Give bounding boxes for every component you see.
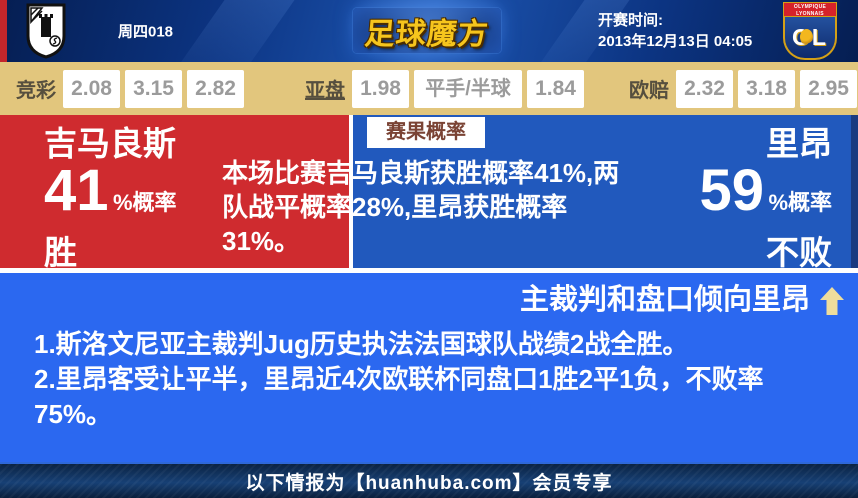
- summary-line: 队战平概率28%,里昂获胜概率: [222, 192, 568, 222]
- odds-value: 2.95: [800, 69, 857, 108]
- away-crest-banner: OLYMPIQUE LYONNAIS: [783, 2, 837, 17]
- home-team-name: 吉马良斯: [44, 125, 176, 162]
- footer-text: 以下情报为【huanhuba.com】会员专享: [245, 472, 613, 494]
- header-streak: [168, 0, 302, 62]
- away-probability-block: 里昂 59 %概率 不败: [699, 124, 832, 273]
- home-team-crest-icon: [26, 3, 66, 59]
- home-probability-panel: [0, 115, 353, 268]
- footer-bar: 以下情报为【huanhuba.com】会员专享: [0, 462, 858, 498]
- lion-icon: [800, 29, 813, 45]
- odds-value: 1.84: [527, 69, 584, 108]
- away-probability-unit: %概率: [768, 190, 832, 215]
- analysis-line: 1.斯洛文尼亚主裁判Jug历史执法法国球队战绩2战全胜。: [34, 329, 689, 359]
- analysis-line: 2.里昂客受让平半，里昂近4次欧联杯同盘口1胜2平1负，不败率: [34, 364, 764, 394]
- site-logo: 足球魔方: [338, 0, 518, 62]
- home-probability-value: 41: [44, 158, 109, 223]
- odds-label-oupei: 欧赔: [629, 80, 669, 102]
- odds-value: 2.82: [187, 69, 244, 108]
- home-probability-unit: %概率: [112, 190, 177, 215]
- odds-label-yapan[interactable]: 亚盘: [305, 80, 345, 102]
- analysis-headline: 主裁判和盘口倾向里昂: [519, 284, 810, 316]
- left-red-stripe: [0, 0, 7, 62]
- odds-group-oupei: 欧赔 2.32 3.18 2.95: [629, 69, 858, 108]
- odds-value: 2.08: [63, 69, 120, 108]
- site-logo-text: 足球魔方: [363, 17, 491, 51]
- result-probability-tag: 赛果概率: [367, 117, 485, 148]
- analysis-line: 75%。: [34, 399, 113, 429]
- odds-group-yapan: 亚盘 1.98 平手/半球 1.84: [305, 69, 589, 108]
- analysis-points: 1.斯洛文尼亚主裁判Jug历史执法法国球队战绩2战全胜。 2.里昂客受让平半，里…: [34, 327, 858, 432]
- kickoff-label: 开赛时间:: [598, 12, 663, 29]
- analysis-section: 主裁判和盘口倾向里昂 1.斯洛文尼亚主裁判Jug历史执法法国球队战绩2战全胜。 …: [0, 273, 858, 462]
- away-team-name: 里昂: [766, 125, 832, 162]
- match-code: 周四018: [118, 23, 174, 41]
- away-crest-shield: OL: [783, 17, 837, 60]
- home-probability-block: 吉马良斯 41 %概率 胜: [44, 124, 177, 273]
- right-edge-strip: [851, 115, 858, 268]
- probability-section: 吉马良斯 41 %概率 胜 赛果概率 本场比赛吉马良斯获胜概率41%,两 队战平…: [0, 115, 858, 271]
- kickoff-time: 2013年12月13日 04:05: [598, 33, 753, 50]
- summary-line: 本场比赛吉马良斯获胜概率41%,两: [222, 158, 620, 188]
- analysis-headline-row: 主裁判和盘口倾向里昂: [0, 273, 858, 317]
- odds-value: 3.18: [738, 69, 795, 108]
- away-probability-value: 59: [699, 158, 764, 223]
- odds-value: 3.15: [125, 69, 182, 108]
- odds-label-jingcai: 竞彩: [16, 80, 56, 102]
- probability-summary: 本场比赛吉马良斯获胜概率41%,两 队战平概率28%,里昂获胜概率 31%。: [222, 156, 682, 258]
- odds-group-jingcai: 竞彩 2.08 3.15 2.82: [16, 69, 249, 108]
- away-probability-row: 59 %概率: [699, 162, 832, 233]
- kickoff-info: 开赛时间: 2013年12月13日 04:05: [598, 10, 752, 52]
- section-divider: [0, 268, 858, 273]
- odds-value: 2.32: [676, 69, 733, 108]
- home-result-label: 胜: [44, 234, 77, 271]
- handicap-value: 平手/半球: [414, 69, 522, 108]
- odds-value: 1.98: [352, 69, 409, 108]
- header-bar: 周四018 足球魔方 开赛时间: 2013年12月13日 04:05 OLYMP…: [0, 0, 858, 62]
- logo-glow: [338, 0, 518, 62]
- away-result-label: 不败: [766, 234, 832, 271]
- home-probability-row: 41 %概率: [44, 162, 177, 233]
- summary-line: 31%。: [222, 226, 301, 256]
- odds-bar: 竞彩 2.08 3.15 2.82 亚盘 1.98 平手/半球 1.84 欧赔 …: [0, 62, 858, 115]
- trend-up-arrow-icon: [820, 286, 844, 315]
- away-team-crest-icon: OLYMPIQUE LYONNAIS OL: [783, 2, 837, 60]
